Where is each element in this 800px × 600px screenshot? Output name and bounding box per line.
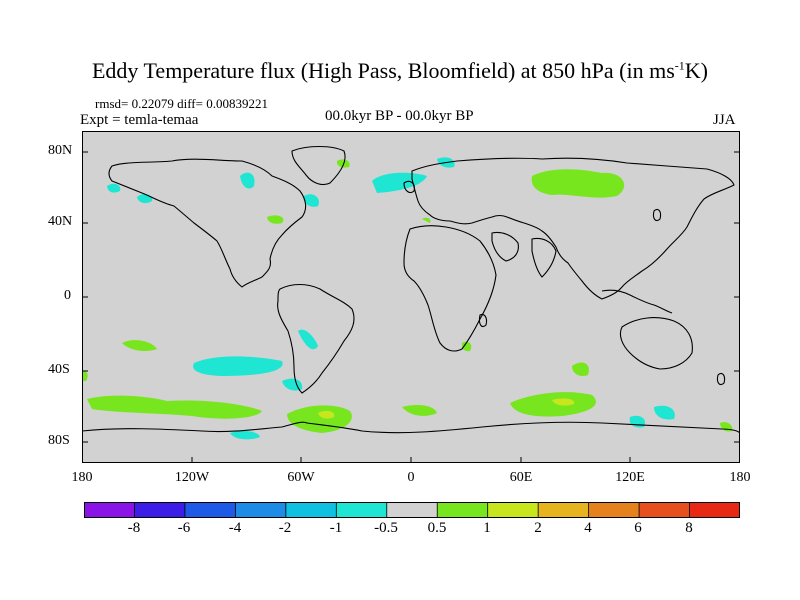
colorbar-label-p05: 0.5 — [427, 520, 447, 536]
colorbar-label-p1: 1 — [483, 520, 491, 536]
coastlines — [82, 145, 740, 434]
north-asia-positive — [602, 177, 613, 185]
lat-label-80s: 80S — [48, 433, 70, 448]
season-label: JJA — [713, 112, 736, 128]
lon-label-180-right: 180 — [729, 470, 751, 485]
colorbar-cell-0 — [84, 502, 136, 518]
experiment-label: Expt = temla-temaa — [80, 112, 199, 128]
drake-passage-negative — [282, 378, 303, 391]
lon-label-60e: 60E — [509, 470, 533, 485]
colorbar-label-p2: 2 — [534, 520, 542, 536]
siberia-positive — [531, 169, 625, 198]
south-pacific-positive — [122, 340, 157, 351]
lon-label-120e: 120E — [615, 470, 645, 485]
india-coast — [531, 237, 557, 278]
colorbar-label-p4: 4 — [584, 520, 592, 536]
colorbar-label-m8: -8 — [127, 520, 141, 536]
colorbar-label-m1: -1 — [329, 520, 343, 536]
colorbar-label-p6: 6 — [634, 520, 642, 536]
japan-coast — [652, 208, 662, 222]
mediterranean-positive — [422, 217, 431, 223]
colorbar-cell-12 — [689, 502, 740, 518]
colorbar-label-m6: -6 — [177, 520, 191, 536]
mozambique-positive — [461, 341, 472, 352]
colorbar-label-m05: -0.5 — [374, 520, 398, 536]
colorbar-cell-6 — [386, 502, 439, 518]
arabia-coast — [491, 231, 519, 262]
southern-indian-positive — [572, 362, 589, 376]
positive-fields — [82, 159, 733, 433]
antarctic-pacific-negative — [654, 405, 675, 420]
colorbar-cell-7 — [436, 502, 489, 518]
greenland-coast — [291, 145, 346, 186]
colorbar-cell-2 — [184, 502, 237, 518]
colorbar-cell-8 — [487, 502, 540, 518]
colorbar-cell-3 — [234, 502, 287, 518]
lat-ticks — [82, 151, 740, 443]
madagascar-coast — [478, 313, 488, 328]
southern-pacific-belt-positive — [87, 395, 262, 419]
uk-coast — [403, 180, 415, 194]
colorbar-cell-9 — [537, 502, 590, 518]
lon-label-180-left: 180 — [71, 470, 93, 485]
lon-label-60w: 60W — [287, 470, 315, 485]
southern-ocean-positive — [402, 405, 437, 416]
alaska-negative — [107, 183, 121, 193]
peru-offshore-negative — [298, 329, 318, 350]
south-atlantic-positive — [287, 405, 352, 433]
south-pacific-negative — [193, 356, 283, 376]
ross-sea-negative — [230, 430, 260, 440]
north-america-coast — [108, 158, 307, 288]
south-indian-belt-positive — [510, 392, 596, 417]
world-map — [82, 131, 740, 463]
new-zealand-coast — [716, 372, 726, 386]
colorbar — [84, 502, 740, 518]
colorbar-label-m2: -2 — [278, 520, 292, 536]
hudson-bay-negative — [240, 172, 255, 189]
lat-label-40s: 40S — [48, 362, 70, 377]
colorbar-cell-10 — [588, 502, 640, 518]
south-america-coast — [277, 283, 355, 394]
indonesia-coast — [601, 289, 673, 314]
lat-label-40n: 40N — [48, 214, 73, 229]
period-label: 00.0kyr BP - 00.0kyr BP — [325, 108, 474, 124]
stats-text: rmsd= 0.22079 diff= 0.00839221 — [95, 96, 268, 111]
colorbar-cell-1 — [134, 502, 186, 518]
colorbar-cell-5 — [335, 502, 388, 518]
south-atlantic-strong — [318, 410, 335, 419]
colorbar-frame — [84, 502, 740, 518]
europe-asia-coast — [411, 157, 735, 300]
lat-label-0: 0 — [64, 288, 71, 303]
labrador-negative — [303, 194, 319, 207]
africa-coast — [403, 225, 497, 352]
plot-title: Eddy Temperature flux (High Pass, Bloomf… — [91, 58, 708, 83]
antarctica-coast — [82, 421, 740, 434]
australia-coast — [619, 317, 693, 370]
colorbar-label-p8: 8 — [685, 520, 693, 536]
colorbar-label-m4: -4 — [228, 520, 242, 536]
north-atlantic-negative — [372, 172, 427, 193]
lon-ticks — [191, 457, 631, 463]
south-indian-strong — [552, 398, 575, 406]
great-lakes-positive — [267, 215, 284, 224]
lat-label-80n: 80N — [48, 143, 73, 158]
colorbar-cell-4 — [285, 502, 338, 518]
west-pacific-positive — [82, 370, 88, 381]
lon-label-120w: 120W — [174, 470, 210, 485]
lon-label-0: 0 — [407, 470, 415, 485]
colorbar-cell-11 — [638, 502, 691, 518]
